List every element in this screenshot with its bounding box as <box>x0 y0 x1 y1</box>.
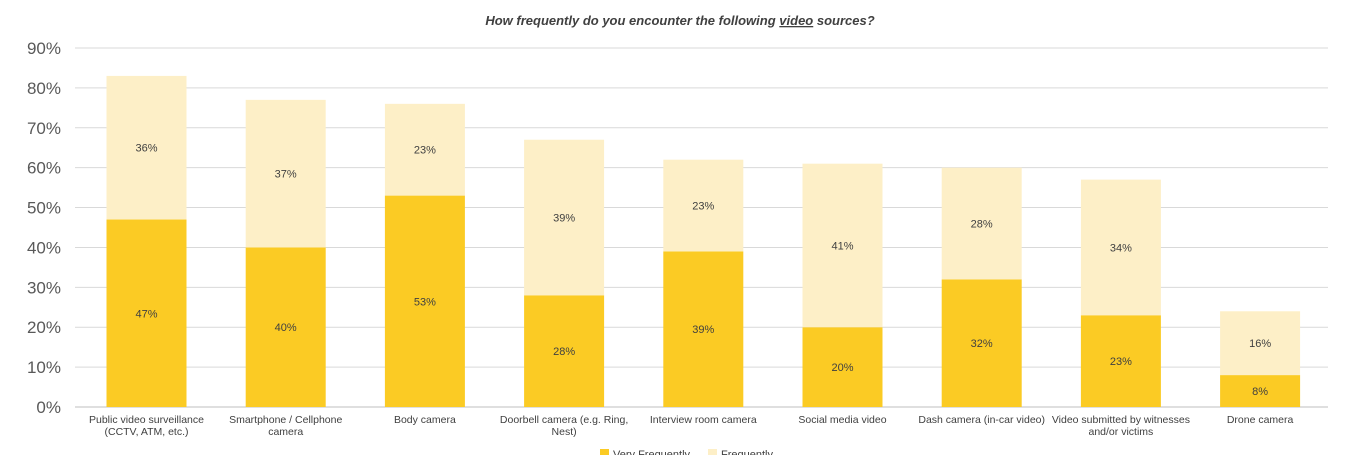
bar-segment-frequently <box>1080 179 1161 316</box>
data-label: 32% <box>971 338 993 350</box>
bar-segment-frequently <box>524 139 605 296</box>
legend-swatch <box>708 449 717 455</box>
bar-segment-frequently <box>663 159 744 252</box>
y-tick-label: 10% <box>27 358 61 377</box>
bar-segment-very-frequently <box>802 327 883 407</box>
bar-segment-frequently <box>802 163 883 328</box>
legend-swatch <box>600 449 609 455</box>
bar-segment-very-frequently <box>941 279 1022 407</box>
x-tick-label: Social media video <box>798 414 886 426</box>
y-tick-label: 40% <box>27 238 61 257</box>
data-label: 23% <box>1110 356 1132 368</box>
data-label: 53% <box>414 296 436 308</box>
x-tick-label: Video submitted by witnesses and/or victi… <box>1052 414 1190 438</box>
bar-segment-very-frequently <box>1220 375 1301 407</box>
bar-segment-very-frequently <box>663 251 744 407</box>
data-label: 8% <box>1252 386 1268 398</box>
x-axis-ticks: Public video surveillance (CCTV, ATM, etc… <box>89 414 1294 438</box>
data-label: 37% <box>275 169 297 181</box>
x-tick-label: Smartphone / Cellphone camera <box>229 414 342 438</box>
data-label: 41% <box>831 240 853 252</box>
data-label: 28% <box>553 346 575 358</box>
x-tick-label: Drone camera <box>1227 414 1294 426</box>
data-label: 47% <box>135 308 157 320</box>
bar-segment-very-frequently <box>245 247 326 407</box>
data-label: 40% <box>275 322 297 334</box>
bar-segment-frequently <box>106 75 187 220</box>
data-label: 28% <box>971 219 993 231</box>
bar-segment-frequently <box>1220 311 1301 376</box>
x-tick-label: Interview room camera <box>650 414 757 426</box>
y-tick-label: 80% <box>27 79 61 98</box>
data-label: 23% <box>692 201 714 213</box>
legend-label: Frequently <box>721 449 773 455</box>
chart-title-suffix: sources? <box>813 13 874 28</box>
bar-segment-frequently <box>245 99 326 248</box>
data-label: 34% <box>1110 242 1132 254</box>
y-tick-label: 60% <box>27 159 61 178</box>
data-label: 23% <box>414 145 436 157</box>
y-tick-label: 90% <box>27 39 61 58</box>
y-axis-ticks: 0% 10% 20% 30% 40% 50% 60% 70% 80% 90% <box>27 39 61 417</box>
y-tick-label: 0% <box>36 398 61 417</box>
y-tick-label: 20% <box>27 318 61 337</box>
data-label: 36% <box>135 143 157 155</box>
legend-label: Very Frequently <box>613 449 691 455</box>
legend: Very Frequently Frequently <box>600 449 773 455</box>
y-tick-label: 50% <box>27 199 61 218</box>
bars: 47% 36% 40% 37% 53% 23% 28% 39% 39% 23% 20% 41% 32% 2… <box>106 75 1301 407</box>
bar-segment-very-frequently <box>524 295 605 407</box>
chart-title-prefix: How frequently do you encounter the foll… <box>485 13 779 28</box>
x-tick-label: Dash camera (in-car video) <box>918 414 1045 426</box>
y-tick-label: 30% <box>27 278 61 297</box>
bar-segment-very-frequently <box>384 195 465 407</box>
bar-segment-frequently <box>941 167 1022 280</box>
chart-title-emphasis: video <box>779 13 813 28</box>
chart-title: How frequently do you encounter the foll… <box>485 13 874 28</box>
bar-segment-very-frequently <box>1080 315 1161 407</box>
data-label: 39% <box>553 213 575 225</box>
x-tick-label: Doorbell camera (e.g. Ring, Nest) <box>500 414 628 438</box>
x-tick-label: Body camera <box>394 414 456 426</box>
y-tick-label: 70% <box>27 119 61 138</box>
data-label: 39% <box>692 324 714 336</box>
x-tick-label: Public video surveillance (CCTV, ATM, etc… <box>89 414 204 438</box>
bar-segment-very-frequently <box>106 219 187 407</box>
data-label: 16% <box>1249 338 1271 350</box>
data-label: 20% <box>831 362 853 374</box>
bar-segment-frequently <box>384 103 465 196</box>
